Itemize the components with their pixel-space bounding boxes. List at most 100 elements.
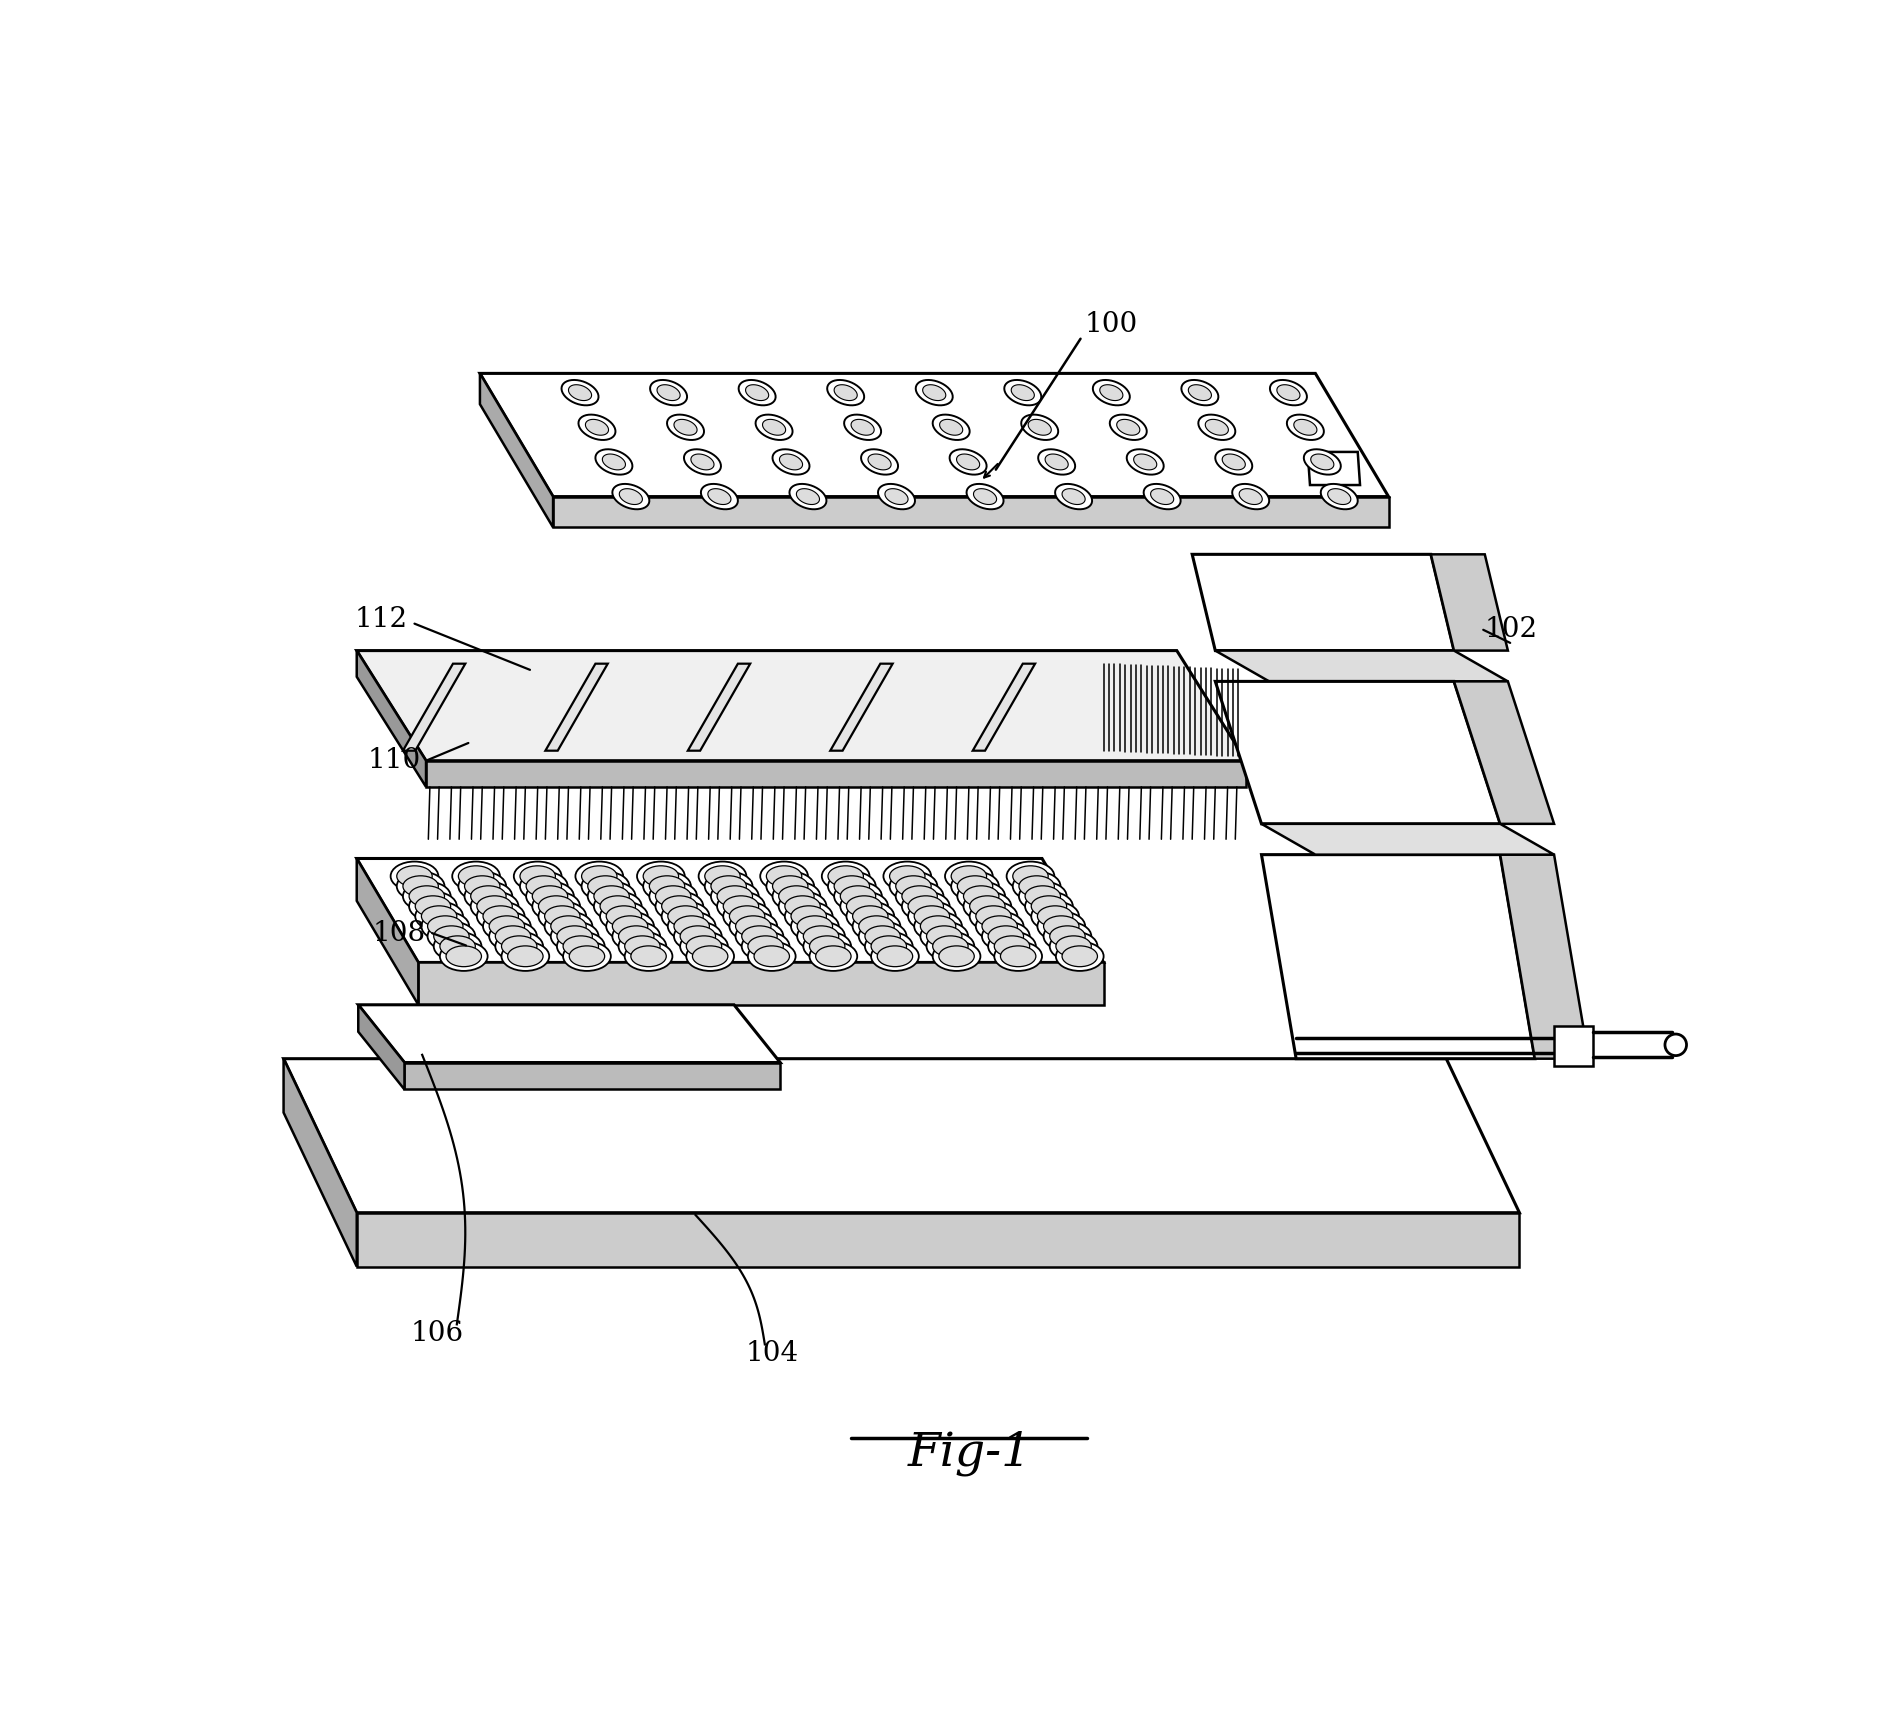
Polygon shape (745, 385, 768, 400)
Ellipse shape (569, 946, 605, 966)
Ellipse shape (1020, 882, 1067, 911)
Polygon shape (1116, 419, 1139, 435)
Polygon shape (827, 379, 865, 405)
Polygon shape (284, 1058, 1519, 1212)
Ellipse shape (556, 927, 592, 947)
Ellipse shape (458, 866, 494, 887)
Ellipse shape (785, 902, 832, 930)
Ellipse shape (532, 885, 568, 906)
Ellipse shape (933, 942, 980, 972)
Ellipse shape (471, 892, 518, 921)
Ellipse shape (927, 932, 974, 961)
Polygon shape (1328, 488, 1351, 504)
Polygon shape (1215, 449, 1253, 475)
Polygon shape (596, 449, 632, 475)
Ellipse shape (976, 906, 1010, 927)
Ellipse shape (846, 902, 895, 930)
Polygon shape (834, 385, 857, 400)
Polygon shape (967, 483, 1003, 509)
Ellipse shape (490, 921, 537, 951)
Ellipse shape (613, 921, 660, 951)
Polygon shape (668, 414, 704, 440)
Polygon shape (426, 760, 1247, 786)
Polygon shape (619, 488, 643, 504)
Polygon shape (1239, 488, 1262, 504)
Polygon shape (708, 488, 730, 504)
Ellipse shape (952, 871, 999, 901)
Polygon shape (1094, 379, 1130, 405)
Ellipse shape (428, 921, 475, 951)
Ellipse shape (1056, 942, 1103, 972)
Polygon shape (1215, 651, 1508, 681)
Polygon shape (545, 663, 607, 750)
Polygon shape (1270, 379, 1307, 405)
Ellipse shape (723, 902, 772, 930)
Ellipse shape (649, 876, 685, 897)
Ellipse shape (1012, 871, 1061, 901)
Ellipse shape (927, 927, 961, 947)
Polygon shape (831, 663, 893, 750)
Ellipse shape (668, 906, 704, 927)
Ellipse shape (944, 861, 993, 890)
Ellipse shape (501, 942, 549, 972)
Ellipse shape (963, 892, 1010, 921)
Polygon shape (1111, 414, 1147, 440)
Ellipse shape (706, 866, 740, 887)
Ellipse shape (730, 911, 778, 940)
Ellipse shape (471, 885, 507, 906)
Ellipse shape (914, 906, 950, 927)
Ellipse shape (1001, 946, 1037, 966)
Ellipse shape (908, 895, 944, 916)
Text: 112: 112 (356, 606, 409, 634)
Ellipse shape (895, 882, 944, 911)
Ellipse shape (895, 876, 931, 897)
Ellipse shape (933, 935, 969, 956)
Ellipse shape (780, 892, 827, 921)
Ellipse shape (532, 892, 581, 921)
Ellipse shape (588, 882, 636, 911)
Text: 104: 104 (745, 1341, 798, 1367)
Ellipse shape (829, 871, 876, 901)
Ellipse shape (736, 916, 772, 937)
Ellipse shape (624, 935, 660, 956)
Ellipse shape (539, 895, 573, 916)
Polygon shape (933, 414, 971, 440)
Polygon shape (868, 454, 891, 469)
Ellipse shape (439, 942, 488, 972)
Ellipse shape (397, 866, 431, 887)
Ellipse shape (465, 876, 499, 897)
Polygon shape (1222, 454, 1245, 469)
Ellipse shape (1044, 921, 1092, 951)
Ellipse shape (422, 911, 469, 940)
Ellipse shape (853, 911, 901, 940)
Polygon shape (1150, 488, 1173, 504)
Ellipse shape (829, 866, 863, 887)
Polygon shape (1262, 824, 1553, 854)
Polygon shape (284, 1058, 358, 1266)
Polygon shape (562, 379, 598, 405)
Ellipse shape (477, 902, 524, 930)
Polygon shape (602, 454, 626, 469)
Ellipse shape (706, 871, 753, 901)
Ellipse shape (458, 871, 507, 901)
Ellipse shape (662, 895, 696, 916)
Ellipse shape (501, 935, 537, 956)
Ellipse shape (730, 906, 764, 927)
Ellipse shape (605, 906, 641, 927)
Ellipse shape (564, 942, 611, 972)
Ellipse shape (520, 866, 556, 887)
Polygon shape (552, 497, 1389, 527)
Polygon shape (738, 379, 776, 405)
Polygon shape (1188, 385, 1211, 400)
Ellipse shape (717, 885, 753, 906)
Ellipse shape (496, 927, 532, 947)
Ellipse shape (736, 921, 783, 951)
Polygon shape (940, 419, 963, 435)
Polygon shape (1453, 681, 1553, 824)
Ellipse shape (594, 885, 630, 906)
Polygon shape (1099, 385, 1122, 400)
Polygon shape (755, 414, 793, 440)
Ellipse shape (600, 902, 647, 930)
Ellipse shape (952, 866, 986, 887)
Ellipse shape (884, 861, 931, 890)
